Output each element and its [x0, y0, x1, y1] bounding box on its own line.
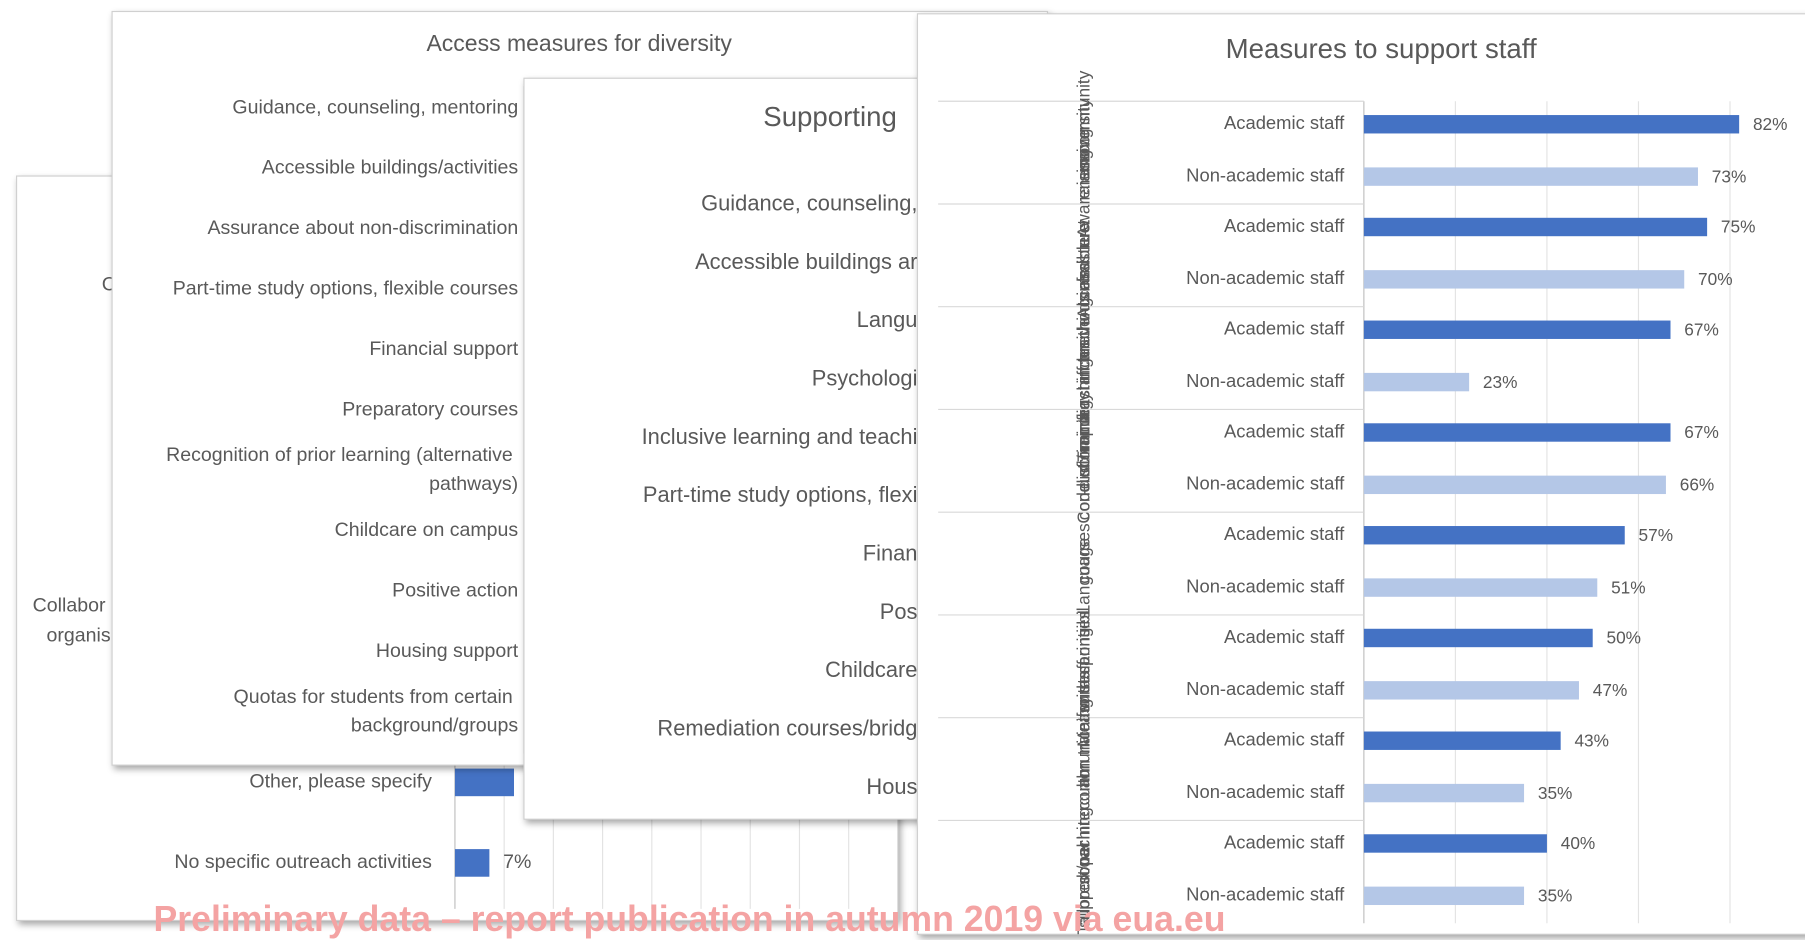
row-label: Academic staff — [1224, 318, 1345, 339]
category-label: Accessible buildings/activities — [262, 157, 519, 179]
value-label: 70% — [1698, 269, 1733, 289]
bar — [1363, 731, 1561, 750]
bar — [1363, 167, 1698, 186]
category-label: Hous — [866, 774, 917, 799]
bar — [1363, 834, 1547, 853]
category-label: Langu — [857, 307, 918, 332]
row-label: Non-academic staff — [1186, 164, 1345, 185]
value-label: 35% — [1538, 783, 1573, 803]
value-label: 67% — [1684, 319, 1719, 339]
bar — [454, 768, 514, 797]
category-label: Part-time study options, flexible course… — [173, 278, 519, 300]
chart-title: Access measures for diversity — [426, 30, 732, 56]
card-staff: Measures to support staff Awareness raisi… — [916, 13, 1805, 935]
category-label: Quotas for students from certain backgro… — [234, 686, 519, 737]
group-label: Awareness raising among university commu… — [1073, 70, 1093, 238]
row-label: Academic staff — [1224, 523, 1345, 544]
category-label: Finan — [863, 541, 918, 566]
group-label: Measures for staff with caring responsib… — [1073, 603, 1093, 747]
row-label: Non-academic staff — [1186, 884, 1345, 905]
value-label: 50% — [1607, 628, 1642, 648]
category-label: Positive action — [392, 580, 518, 602]
bar — [1363, 217, 1708, 237]
row-label: Non-academic staff — [1186, 781, 1345, 802]
value-label: 67% — [1684, 422, 1719, 442]
bar — [1363, 320, 1671, 339]
group-label: Training for teaching staff on inclusive… — [1073, 256, 1093, 462]
value-label: 66% — [1680, 475, 1715, 495]
category-label: Part-time study options, flexi — [643, 482, 918, 507]
bar — [1363, 886, 1525, 906]
category-label: Guidance, counseling, — [701, 191, 917, 216]
value-label: 82% — [1753, 114, 1788, 134]
chart-title: Supporting — [763, 101, 897, 132]
chart-title: Measures to support staff — [1226, 33, 1537, 64]
row-label: Academic staff — [1224, 729, 1345, 750]
watermark-layer: Preliminary data – report publication in… — [153, 899, 1225, 939]
bar — [1363, 270, 1685, 289]
category-label: Accessible buildings ar — [695, 249, 917, 274]
category-label: Guidance, counseling, mentoring — [232, 96, 518, 118]
bar — [1363, 372, 1470, 392]
category-label: Housing support — [376, 640, 519, 662]
value-label: 57% — [1639, 525, 1674, 545]
watermark: Preliminary data – report publication in… — [153, 899, 1225, 939]
group-label: Intercultur al communicati on training — [1073, 699, 1093, 840]
category-label: Financial support — [369, 338, 518, 360]
category-label: Recognition of prior learning (alternati… — [166, 444, 518, 495]
group-label: Tailored support/per sonal coaching — [1073, 807, 1093, 935]
bar — [1363, 526, 1625, 545]
category-label: Other, please specify — [249, 771, 432, 793]
row-label: Non-academic staff — [1186, 678, 1345, 699]
value-label: 75% — [1721, 217, 1756, 237]
value-label: 40% — [1561, 833, 1596, 853]
bar — [1363, 783, 1525, 803]
bar — [1363, 628, 1593, 648]
value-label: 35% — [1538, 886, 1573, 906]
value-label: 23% — [1483, 372, 1518, 392]
row-label: Academic staff — [1224, 215, 1345, 236]
category-label: Childcare on campus — [335, 519, 519, 541]
value-label: 7% — [503, 851, 531, 873]
card-background — [916, 13, 1805, 935]
category-label: Remediation courses/bridg — [657, 716, 917, 741]
category-label: Pos — [880, 599, 918, 624]
row-label: Non-academic staff — [1186, 370, 1345, 391]
bar — [454, 849, 490, 877]
value-label: 47% — [1593, 680, 1628, 700]
partial-label: organis — [46, 624, 110, 646]
group-label: Accessible infrastruct ure — [1073, 215, 1093, 319]
row-label: Academic staff — [1224, 831, 1345, 852]
value-label: 73% — [1712, 166, 1747, 186]
row-label: Non-academic staff — [1186, 267, 1345, 288]
row-label: Academic staff — [1224, 626, 1345, 647]
bar — [1363, 423, 1671, 442]
row-label: Non-academic staff — [1186, 473, 1345, 494]
category-label: Assurance about non-discrimination — [207, 217, 518, 239]
category-label: Psychologi — [812, 366, 918, 391]
category-label: Preparatory courses — [342, 398, 518, 420]
bar — [1363, 578, 1598, 597]
category-label: Inclusive learning and teachi — [642, 424, 918, 449]
row-label: Non-academic staff — [1186, 575, 1345, 596]
group-label: Code of conduct/non -discrimina tion pol… — [1073, 392, 1093, 524]
bar — [1363, 115, 1740, 134]
value-label: 43% — [1574, 730, 1609, 750]
bar — [1363, 475, 1666, 495]
category-label: No specific outreach activities — [174, 851, 432, 873]
bar — [1363, 681, 1579, 700]
row-label: Academic staff — [1224, 112, 1345, 133]
value-label: 51% — [1611, 577, 1646, 597]
partial-label: Collabor — [33, 595, 106, 617]
group-label: Language courses — [1073, 523, 1093, 614]
row-label: Academic staff — [1224, 420, 1345, 441]
category-label: Childcare — [825, 657, 917, 682]
